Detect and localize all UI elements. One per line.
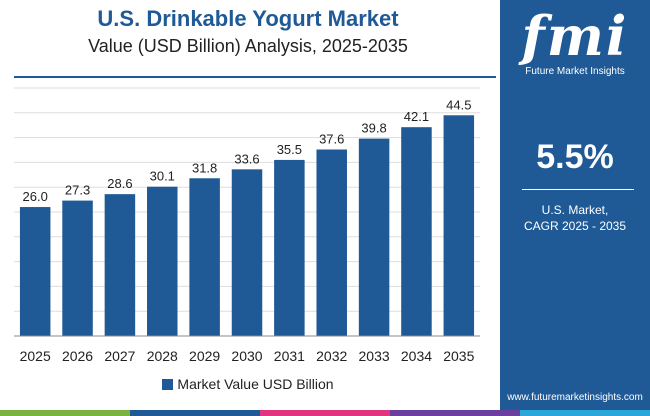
x-tick-label: 2032 xyxy=(316,348,347,364)
legend-label: Market Value USD Billion xyxy=(177,376,334,392)
data-label: 31.8 xyxy=(192,160,217,175)
data-label: 28.6 xyxy=(107,176,132,191)
bottom-color-stripe xyxy=(0,410,650,416)
bar-chart: 26.0 2025 27.3 2026 28.6 2027 30.1 2028 31.8 2029… xyxy=(14,87,480,364)
logo-tagline: Future Market Insights xyxy=(525,66,625,77)
x-tick-label: 2031 xyxy=(274,348,305,364)
data-label: 35.5 xyxy=(277,142,302,157)
bar-2025 xyxy=(19,207,51,336)
x-tick-label: 2029 xyxy=(189,348,220,364)
fmi-logo: fmi xyxy=(521,4,629,68)
cagr-label-line2: CAGR 2025 - 2035 xyxy=(523,219,627,233)
chart-legend: Market Value USD Billion xyxy=(0,376,496,392)
data-label: 44.5 xyxy=(446,97,471,112)
bar-2032 xyxy=(316,149,347,336)
website-link[interactable]: www.futuremarketinsights.com xyxy=(507,392,643,403)
data-label: 39.8 xyxy=(361,121,386,136)
x-tick-label: 2025 xyxy=(20,348,51,364)
x-tick-label: 2034 xyxy=(401,348,432,364)
data-label: 37.6 xyxy=(319,132,344,147)
legend-swatch xyxy=(162,379,174,390)
bar-2026 xyxy=(62,200,93,336)
cagr-value: 5.5% xyxy=(536,138,614,176)
x-tick-label: 2026 xyxy=(62,348,93,364)
cagr-label: U.S. Market, CAGR 2025 - 2035 xyxy=(500,202,650,234)
bar-2031 xyxy=(274,159,305,336)
x-tick-label: 2035 xyxy=(443,348,474,364)
bar-2034 xyxy=(401,127,432,337)
stripe-segment xyxy=(520,410,650,416)
cagr-label-line1: U.S. Market, xyxy=(541,203,609,217)
data-label: 26.0 xyxy=(23,189,48,204)
data-label: 30.1 xyxy=(150,169,175,184)
chart-subtitle: Value (USD Billion) Analysis, 2025-2035 xyxy=(88,36,408,56)
bar-2028 xyxy=(147,186,178,336)
cagr-divider xyxy=(522,189,634,190)
bar-2030 xyxy=(231,169,263,336)
data-label: 33.6 xyxy=(234,151,259,166)
stripe-segment xyxy=(390,410,520,416)
bar-2027 xyxy=(104,194,136,336)
side-panel: fmi Future Market Insights 5.5% U.S. Mar… xyxy=(500,0,650,416)
bar-2029 xyxy=(189,178,220,336)
x-tick-label: 2027 xyxy=(104,348,135,364)
chart-title: U.S. Drinkable Yogurt Market xyxy=(97,6,399,31)
bar-2035 xyxy=(443,115,475,336)
x-tick-label: 2028 xyxy=(147,348,178,364)
stripe-segment xyxy=(0,410,130,416)
data-label: 42.1 xyxy=(404,109,429,124)
x-tick-label: 2030 xyxy=(231,348,262,364)
x-tick-label: 2033 xyxy=(359,348,390,364)
title-divider xyxy=(14,76,496,78)
stripe-segment xyxy=(130,410,260,416)
stripe-segment xyxy=(260,410,390,416)
data-label: 27.3 xyxy=(65,183,90,198)
bar-2033 xyxy=(358,138,390,336)
